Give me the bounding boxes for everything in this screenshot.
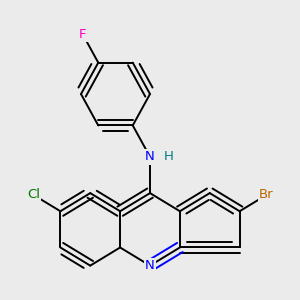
Text: N: N — [145, 150, 155, 163]
Text: N: N — [145, 259, 155, 272]
Text: F: F — [79, 28, 86, 41]
Text: Cl: Cl — [27, 188, 40, 201]
Text: Br: Br — [259, 188, 274, 201]
Text: H: H — [164, 150, 173, 163]
